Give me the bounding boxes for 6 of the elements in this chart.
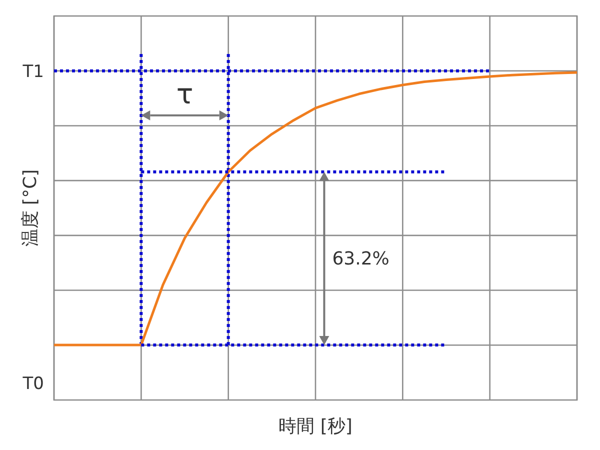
- text: T1: [22, 62, 44, 82]
- text: T0: [22, 374, 44, 394]
- annotation: 63.2%: [332, 248, 390, 270]
- y-axis-title: 温度 [°C]: [20, 169, 41, 247]
- x-axis-title: 時間 [秒]: [278, 416, 352, 437]
- annotation: τ: [176, 77, 194, 110]
